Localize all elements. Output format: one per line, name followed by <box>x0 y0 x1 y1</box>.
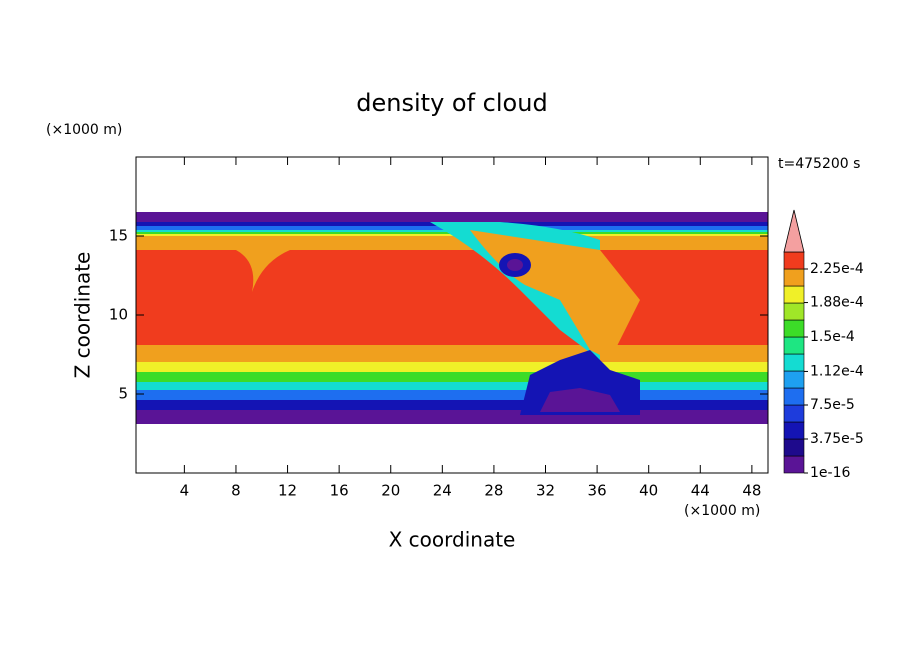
colorbar-label: 1.5e-4 <box>810 329 855 345</box>
colorbar-box <box>783 319 805 338</box>
colorbar-label: 2.25e-4 <box>810 261 864 277</box>
colorbar-box <box>783 268 805 287</box>
chart-title: density of cloud <box>356 89 547 117</box>
x-tick-label: 28 <box>484 482 503 500</box>
x-tick-label: 8 <box>231 482 241 500</box>
contour-band <box>507 259 523 271</box>
colorbar-box <box>783 421 805 440</box>
colorbar-box <box>783 336 805 355</box>
x-tick-label: 32 <box>536 482 555 500</box>
x-unit: (×1000 m) <box>684 503 760 519</box>
y-unit: (×1000 m) <box>46 122 122 138</box>
colorbar-box <box>783 455 805 474</box>
colorbar-label: 1.12e-4 <box>810 363 864 379</box>
x-axis-label: X coordinate <box>389 528 516 552</box>
colorbar-label: 1e-16 <box>810 465 850 481</box>
contour-band <box>236 250 290 292</box>
colorbar-box <box>783 302 805 321</box>
y-tick-label: 15 <box>109 227 128 245</box>
x-tick-label: 44 <box>691 482 710 500</box>
x-tick-label: 36 <box>588 482 607 500</box>
colorbar-box <box>783 353 805 372</box>
x-tick-label: 16 <box>330 482 349 500</box>
field <box>136 212 768 424</box>
contour-band <box>136 250 768 345</box>
y-tick-label: 10 <box>109 306 128 324</box>
colorbar-box <box>783 370 805 389</box>
colorbar-box <box>783 404 805 423</box>
y-tick-label: 5 <box>118 385 128 403</box>
colorbar-overflow <box>783 209 805 253</box>
colorbar-box <box>783 285 805 304</box>
colorbar-box <box>783 251 805 270</box>
colorbar-label: 7.5e-5 <box>810 397 855 413</box>
x-tick-label: 12 <box>278 482 297 500</box>
x-tick-label: 20 <box>381 482 400 500</box>
colorbar-box <box>783 438 805 457</box>
x-tick-label: 40 <box>639 482 658 500</box>
colorbar-label: 3.75e-5 <box>810 431 864 447</box>
contour-band <box>540 388 620 412</box>
colorbar-box <box>783 387 805 406</box>
colorbar-label: 1.88e-4 <box>810 295 864 311</box>
x-tick-label: 48 <box>742 482 761 500</box>
annotation: t=475200 s <box>778 156 860 172</box>
y-axis-label: Z coordinate <box>71 252 95 379</box>
x-tick-label: 24 <box>433 482 452 500</box>
x-tick-label: 4 <box>180 482 190 500</box>
